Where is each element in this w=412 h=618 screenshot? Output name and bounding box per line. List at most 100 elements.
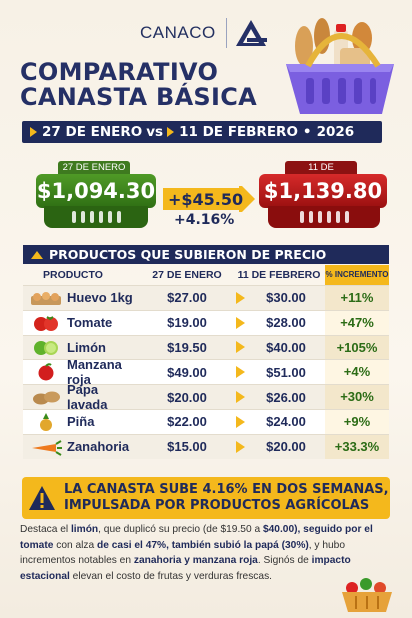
product-cell: Huevo 1kg	[23, 289, 141, 307]
summary-text: Destaca el	[20, 524, 71, 535]
price-feb: $51.00	[266, 364, 306, 380]
carrot-icon	[29, 438, 63, 456]
summary-bold: limón	[70, 524, 99, 535]
product-cell: Papa lavada	[23, 382, 141, 412]
price-jan: $49.00	[167, 364, 207, 380]
date-range-banner: 27 DE ENERO vs 11 DE FEBRERO • 2026	[22, 121, 382, 143]
difference-arrow-icon	[163, 186, 255, 212]
product-name: Zanahoria	[67, 439, 130, 455]
summary-text: con alza	[53, 539, 98, 551]
difference-percent: +4.16%	[174, 212, 235, 228]
arrow-right-icon	[233, 391, 247, 404]
summary-bold: de casi el 47%, también subió la papá (3…	[97, 539, 309, 551]
arrow-right-icon	[233, 440, 247, 453]
increment-percent: +33.3%	[325, 434, 389, 459]
basket-red-base	[268, 206, 380, 228]
product-name: Manzana roja	[67, 357, 122, 388]
pineapple-icon	[29, 412, 63, 431]
difference-amount: +$45.50	[168, 190, 244, 209]
table-row: Tomate $19.00 $28.00 +47%	[23, 309, 389, 335]
date-separator: •	[302, 124, 312, 140]
tomato-icon	[29, 314, 63, 332]
small-basket-icon	[342, 578, 392, 612]
page-title: COMPARATIVO CANASTA BÁSICA	[20, 60, 280, 110]
lime-icon	[29, 338, 63, 356]
arrow-right-icon	[233, 415, 247, 428]
table-row: Limón $19.50 $40.00 +105%	[23, 334, 389, 360]
arrow-right-icon	[233, 316, 247, 329]
product-name: Papa lavada	[67, 382, 108, 413]
price-feb: $26.00	[266, 389, 306, 405]
arrow-right-icon	[233, 341, 247, 354]
summary-text: elevan el costo de frutas y verduras fre…	[69, 570, 272, 582]
product-name: Limón	[67, 339, 106, 355]
price-feb: $30.00	[266, 290, 306, 306]
product-name: Huevo 1kg	[67, 290, 133, 306]
title-line1: COMPARATIVO	[20, 58, 219, 86]
arrow-right-icon	[167, 127, 175, 137]
price-jan: $20.00	[167, 389, 207, 405]
increment-percent: +11%	[325, 286, 389, 310]
price-jan: $22.00	[167, 414, 207, 430]
header-feb: 11 DE FEBRERO	[237, 269, 321, 281]
header-jan: 27 DE ENERO	[152, 269, 222, 281]
canaco-logo-text: CANACO	[140, 23, 216, 42]
alert-line2: IMPULSADA POR PRODUCTOS AGRÍCOLAS	[64, 498, 370, 513]
date-to: 11 DE FEBRERO	[179, 124, 298, 140]
price-feb: $28.00	[266, 315, 306, 331]
product-cell: Tomate	[23, 314, 141, 332]
arrow-right-icon	[233, 366, 247, 379]
total-feb-value: $1,139.80	[259, 174, 387, 208]
summary-bold: zanahoria y manzana roja	[133, 555, 258, 566]
total-jan-value: $1,094.30	[36, 174, 156, 208]
summary-bold: $40.00), seguido por el tomate	[20, 524, 373, 551]
table-row: Manzana roja $49.00 $51.00 +4%	[23, 357, 389, 387]
increment-percent: +9%	[325, 409, 389, 434]
arrow-right-icon	[30, 127, 37, 137]
section-title: PRODUCTOS QUE SUBIERON DE PRECIO	[49, 247, 327, 262]
price-jan: $15.00	[167, 439, 207, 455]
price-feb: $24.00	[266, 414, 306, 430]
section-title-bar: PRODUCTOS QUE SUBIERON DE PRECIO	[23, 245, 389, 264]
price-jan: $19.00	[167, 315, 207, 331]
alert-text: LA CANASTA SUBE 4.16% EN DOS SEMANAS, IM…	[64, 482, 389, 514]
header-product: PRODUCTO	[43, 269, 103, 281]
summary-text: , que duplicó su precio (de $19.50 a	[98, 524, 263, 535]
increment-percent: +105%	[325, 335, 389, 360]
increment-percent: +47%	[325, 310, 389, 335]
price-table: PRODUCTO 27 DE ENERO 11 DE FEBRERO % INC…	[23, 265, 389, 459]
price-feb: $20.00	[266, 439, 306, 455]
table-row: Piña $22.00 $24.00 +9%	[23, 408, 389, 434]
date-vs: vs	[146, 124, 164, 140]
shopping-basket-icon	[286, 18, 394, 114]
product-cell: Piña	[23, 412, 141, 431]
table-body: Huevo 1kg $27.00 $30.00 +11% Tomate $19.…	[23, 285, 389, 459]
apple-icon	[29, 363, 63, 381]
increment-percent: +30%	[325, 385, 389, 409]
warning-icon	[29, 486, 55, 510]
price-jan: $27.00	[167, 290, 207, 306]
product-cell: Limón	[23, 338, 141, 356]
eggs-icon	[29, 289, 63, 307]
alert-line1: LA CANASTA SUBE 4.16% EN DOS SEMANAS,	[64, 482, 389, 497]
logo-divider	[226, 18, 227, 48]
product-name: Piña	[67, 414, 95, 430]
price-feb: $40.00	[266, 339, 306, 355]
product-cell: Manzana roja	[23, 357, 141, 387]
total-jan-label: 27 DE ENERO	[58, 161, 130, 175]
table-row: Zanahoria $15.00 $20.00 +33.3%	[23, 433, 389, 459]
header-increment: % INCREMENTO	[325, 265, 389, 285]
summary-text: . Signós de	[257, 555, 312, 566]
summary-bold: impacto estacional	[20, 555, 351, 582]
price-jan: $19.50	[167, 339, 207, 355]
total-feb-label: 11 DE FEBRERO	[285, 161, 357, 187]
table-header: PRODUCTO 27 DE ENERO 11 DE FEBRERO % INC…	[23, 265, 389, 285]
arrow-up-icon	[31, 250, 43, 259]
table-row: Papa lavada $20.00 $26.00 +30%	[23, 382, 389, 412]
alert-box: LA CANASTA SUBE 4.16% EN DOS SEMANAS, IM…	[22, 477, 390, 519]
table-row: Huevo 1kg $27.00 $30.00 +11%	[23, 285, 389, 310]
date-from: 27 DE ENERO	[42, 124, 143, 140]
title-line2: CANASTA BÁSICA	[20, 83, 258, 111]
summary-paragraph: Destaca el limón, que duplicó su precio …	[20, 522, 396, 584]
summary-text: , y hubo incrementos notables en	[20, 539, 346, 567]
